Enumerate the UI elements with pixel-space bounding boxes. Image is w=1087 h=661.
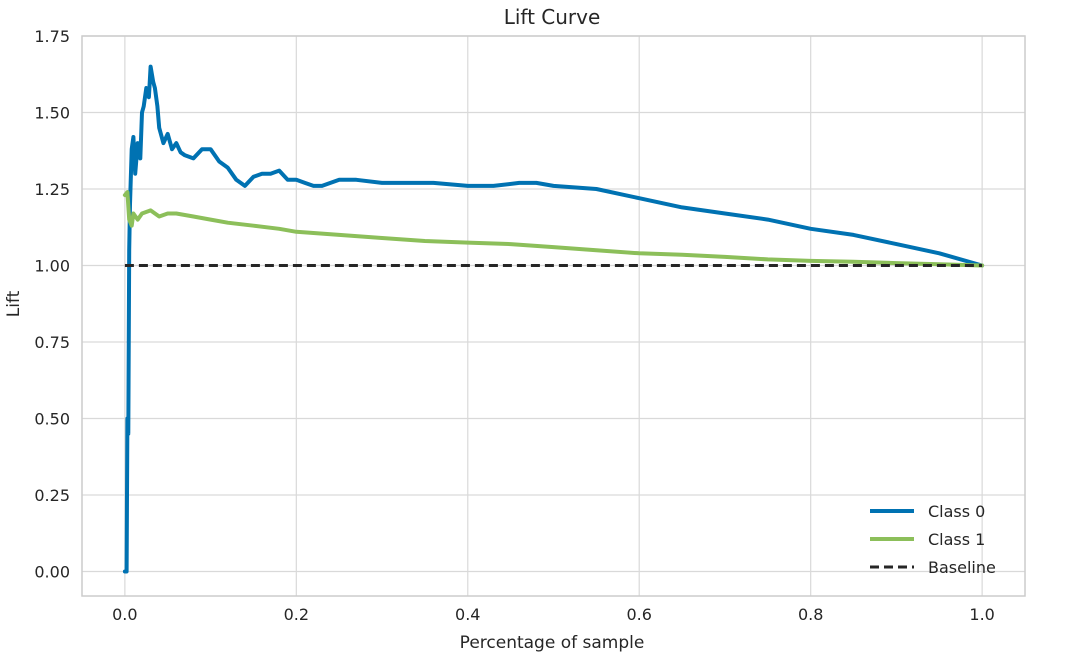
x-tick-label: 0.2 bbox=[284, 605, 309, 624]
x-tick-label: 0.4 bbox=[455, 605, 480, 624]
y-tick-label: 0.50 bbox=[34, 410, 70, 429]
x-tick-label: 0.8 bbox=[798, 605, 823, 624]
x-tick-label: 0.6 bbox=[627, 605, 652, 624]
plot-frame bbox=[81, 35, 1026, 597]
series-layer bbox=[122, 64, 985, 574]
y-tick-label: 0.75 bbox=[34, 333, 70, 352]
y-tick-label: 1.75 bbox=[34, 27, 70, 46]
series-line-class-0 bbox=[122, 64, 985, 574]
legend-label: Baseline bbox=[928, 558, 996, 577]
y-tick-label: 1.25 bbox=[34, 180, 70, 199]
series-line-class-1 bbox=[122, 190, 985, 268]
x-tick-label: 0.0 bbox=[112, 605, 137, 624]
x-tick-label: 1.0 bbox=[969, 605, 994, 624]
y-tick-label: 1.50 bbox=[34, 104, 70, 123]
y-tick-label: 0.00 bbox=[34, 563, 70, 582]
y-axis-label: Lift bbox=[4, 290, 24, 317]
chart-title: Lift Curve bbox=[504, 5, 601, 29]
x-axis-label: Percentage of sample bbox=[460, 633, 645, 653]
tick-labels: 0.0 0.2 0.4 0.6 0.8 1.0 0.00 0.25 0.50 0.75 1.00 1.… bbox=[34, 27, 994, 624]
y-tick-label: 0.25 bbox=[34, 486, 70, 505]
legend-label: Class 1 bbox=[928, 530, 985, 549]
legend: Class 0 Class 1 Baseline bbox=[870, 502, 996, 577]
legend-label: Class 0 bbox=[928, 502, 985, 521]
y-tick-label: 1.00 bbox=[34, 257, 70, 276]
plot-area bbox=[82, 36, 1025, 596]
